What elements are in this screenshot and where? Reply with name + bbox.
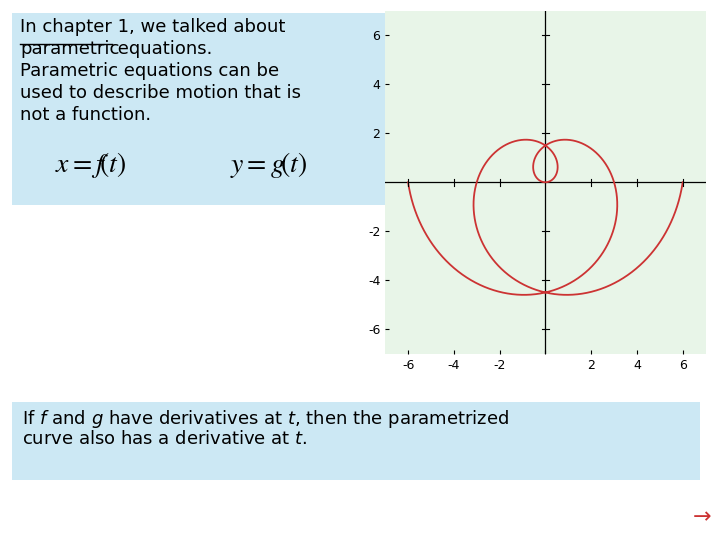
Text: Parametric equations can be: Parametric equations can be (20, 62, 279, 80)
Text: In chapter 1, we talked about: In chapter 1, we talked about (20, 18, 285, 36)
Text: curve also has a derivative at $t$.: curve also has a derivative at $t$. (22, 430, 307, 448)
FancyBboxPatch shape (12, 402, 700, 480)
Text: equations.: equations. (112, 40, 212, 58)
Text: used to describe motion that is: used to describe motion that is (20, 84, 301, 102)
Text: parametric: parametric (20, 40, 120, 58)
FancyBboxPatch shape (12, 13, 390, 205)
Text: If $f$ and $g$ have derivatives at $t$, then the parametrized: If $f$ and $g$ have derivatives at $t$, … (22, 408, 509, 430)
Text: $x = f\!\left(t\right)$: $x = f\!\left(t\right)$ (55, 150, 126, 180)
Text: $y = g\!\left(t\right)$: $y = g\!\left(t\right)$ (230, 150, 307, 180)
Text: $\rightarrow$: $\rightarrow$ (688, 505, 712, 525)
Text: not a function.: not a function. (20, 106, 151, 124)
